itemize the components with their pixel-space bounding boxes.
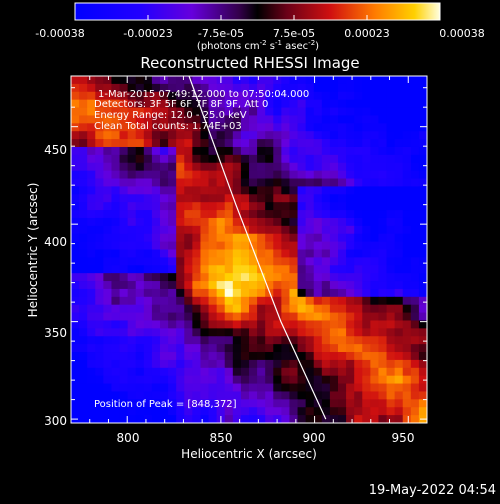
colorbar-tick: 0.00023 <box>344 27 390 40</box>
x-tick-label: 800 <box>117 431 140 445</box>
info-annotations: 1-Mar-2015 07:49:12.000 to 07:50:04.000 … <box>94 89 309 132</box>
colorbar-gradient <box>74 2 441 21</box>
y-tick-label: 350 <box>44 326 67 340</box>
x-tick-label: 900 <box>303 431 326 445</box>
clean-counts-text: Clean Total counts: 1.74E+03 <box>94 121 242 132</box>
x-tick-label: 950 <box>392 431 415 445</box>
colorbar-units: (photons cm-2 s-1 asec-2) <box>197 39 319 52</box>
colorbar-tick: -7.5e-05 <box>198 27 244 40</box>
timestamp: 19-May-2022 04:54 <box>369 483 496 498</box>
plot-title: Reconstructed RHESSI Image <box>140 54 359 72</box>
rhessi-image <box>71 76 427 423</box>
colorbar-tick: -0.00023 <box>123 27 172 40</box>
colorbar: -0.00038 -0.00023 -7.5e-05 7.5e-05 0.000… <box>35 2 485 52</box>
y-tick-label: 400 <box>44 235 67 249</box>
detectors-text: Detectors: 3F 5F 6F 7F 8F 9F, Att 0 <box>94 99 268 110</box>
x-tick-label: 850 <box>210 431 233 445</box>
plot-frame <box>70 75 428 424</box>
energy-range-text: Energy Range: 12.0 - 25.0 keV <box>94 110 247 121</box>
colorbar-tick: -0.00038 <box>35 27 84 40</box>
colorbar-tick: 0.00038 <box>439 27 485 40</box>
time-range-text: 1-Mar-2015 07:49:12.000 to 07:50:04.000 <box>98 89 309 100</box>
colorbar-tick: 7.5e-05 <box>273 27 315 40</box>
y-axis-label: Heliocentric Y (arcsec) <box>26 183 40 318</box>
peak-position-text: Position of Peak = [848,372] <box>94 399 237 410</box>
y-tick-label: 450 <box>44 143 67 157</box>
solar-limb-line <box>188 76 327 420</box>
y-tick-label: 300 <box>44 414 67 428</box>
x-axis-label: Heliocentric X (arcsec) <box>181 447 317 461</box>
